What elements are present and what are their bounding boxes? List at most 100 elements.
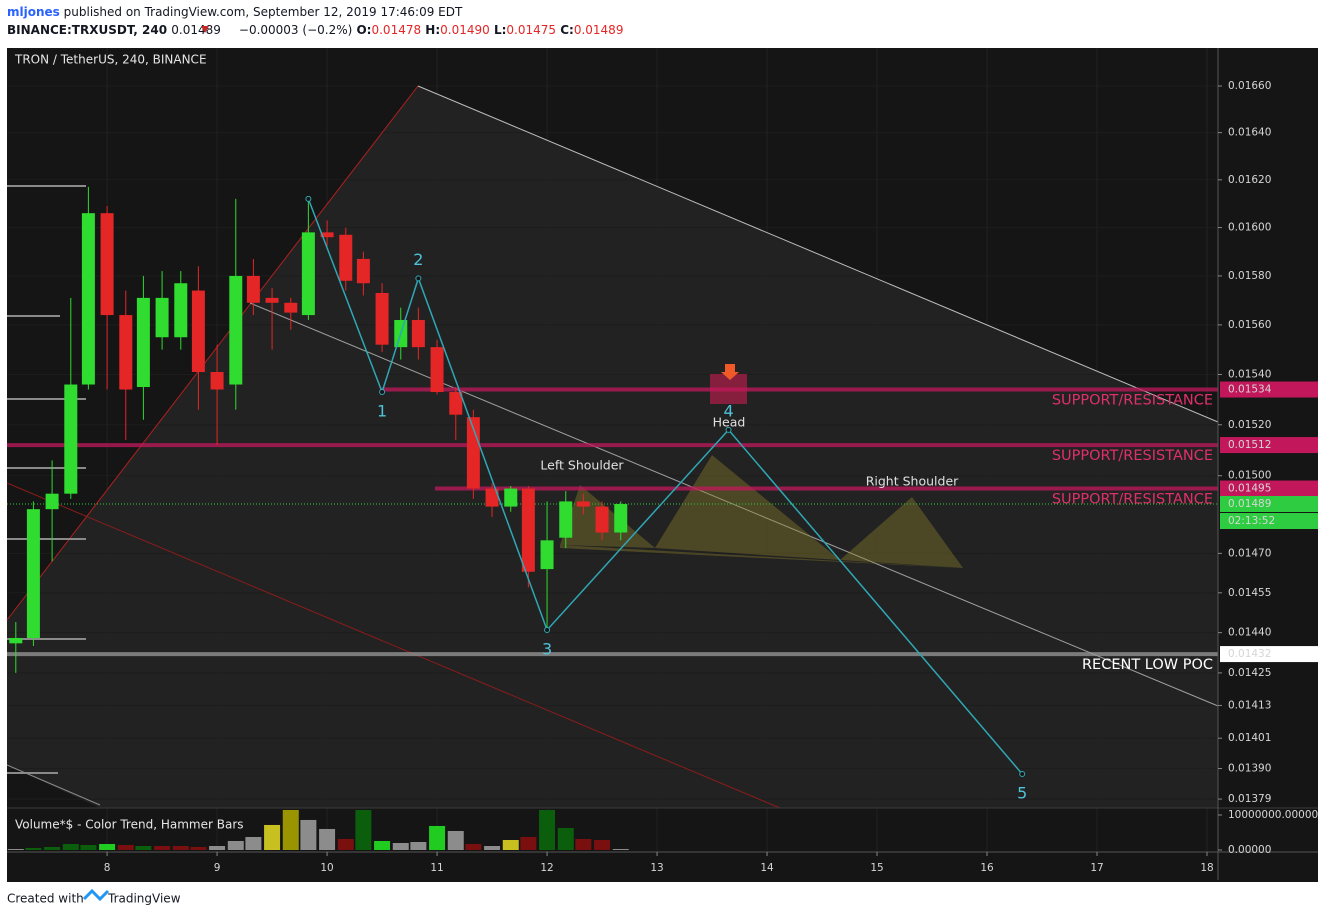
candle-body — [229, 275, 243, 385]
volume-bar — [282, 809, 299, 851]
level-axis-box — [1220, 646, 1318, 663]
marker-arrow — [721, 364, 739, 380]
candle-body — [81, 213, 95, 385]
change: −0.00003 (−0.2%) — [239, 23, 352, 37]
l-value: 0.01475 — [506, 23, 556, 37]
candle-body — [595, 506, 609, 533]
y-tick-label: 0.01600 — [1228, 222, 1271, 234]
volume-bar — [264, 824, 281, 851]
volume-tick-label: 10000000.00000 — [1228, 809, 1318, 821]
footer-text: Created with — [7, 892, 84, 906]
x-tick-label: 18 — [1200, 862, 1213, 874]
volume-bar — [300, 819, 317, 851]
footer-brand[interactable]: TradingView — [107, 892, 181, 906]
volume-bar — [612, 849, 629, 851]
wave-point — [379, 389, 386, 396]
volume-bar — [502, 839, 519, 851]
volume-bar — [99, 843, 116, 851]
x-tick-label: 16 — [980, 862, 994, 874]
trend-line — [6, 85, 419, 621]
candle-body — [375, 293, 389, 345]
c-label: C: — [560, 23, 574, 37]
level-axis-label: 0.01512 — [1228, 439, 1271, 451]
wave-point — [544, 626, 551, 633]
annotation: Head — [713, 415, 746, 430]
candle-body — [320, 232, 334, 238]
level-axis-label: 0.01534 — [1228, 384, 1272, 396]
volume-bar — [245, 836, 262, 851]
x-tick-label: 13 — [650, 862, 663, 874]
level-axis-label: 0.01432 — [1228, 648, 1271, 660]
header-line: mljones published on TradingView.com, Se… — [7, 5, 463, 19]
y-tick-label: 0.01390 — [1228, 763, 1271, 775]
candle-body — [430, 347, 444, 393]
x-tick-label: 15 — [870, 862, 883, 874]
x-tick-label: 9 — [214, 862, 221, 874]
volume-bar — [410, 841, 427, 851]
current-price-box — [1220, 495, 1318, 512]
level-axis-label: 0.01495 — [1228, 483, 1271, 495]
candle-body — [64, 384, 78, 494]
candle-body — [155, 297, 169, 338]
volume-bar — [135, 846, 152, 851]
x-tick-label: 12 — [540, 862, 553, 874]
trend-line — [6, 482, 781, 809]
candle-body — [411, 319, 425, 348]
y-tick-label: 0.01640 — [1228, 127, 1271, 139]
y-tick-label: 0.01620 — [1228, 174, 1271, 186]
countdown-label: 02:13:52 — [1228, 515, 1275, 527]
y-tick-label: 0.01401 — [1228, 732, 1271, 744]
trend-line — [417, 85, 1219, 423]
annotation: Right Shoulder — [866, 474, 959, 489]
x-tick-label: 8 — [104, 862, 111, 874]
y-tick-label: 0.01520 — [1228, 419, 1271, 431]
y-tick-label: 0.01500 — [1228, 470, 1271, 482]
y-tick-label: 0.01540 — [1228, 369, 1271, 381]
candle-body — [246, 275, 260, 303]
volume-bar — [465, 843, 482, 851]
candle-body — [9, 637, 23, 644]
wave-line — [307, 198, 1023, 775]
brand-logo — [82, 888, 110, 902]
volume-bar — [337, 838, 354, 851]
y-tick-label: 0.01379 — [1228, 793, 1271, 805]
volume-bar — [355, 809, 372, 851]
volume-bar — [520, 836, 537, 851]
volume-bar — [374, 840, 391, 851]
c-value: 0.01489 — [574, 23, 624, 37]
level-label: SUPPORT/RESISTANCE — [1052, 448, 1213, 464]
level-label: SUPPORT/RESISTANCE — [1052, 393, 1213, 409]
wave-point — [305, 195, 312, 202]
symbol: BINANCE:TRXUSDT, 240 — [7, 23, 167, 37]
volume-bar — [227, 840, 244, 851]
volume-bar — [392, 842, 409, 851]
author[interactable]: mljones — [7, 5, 60, 19]
volume-bar — [80, 844, 97, 851]
volume-bar — [25, 848, 42, 851]
y-tick-label: 0.01455 — [1228, 587, 1271, 599]
down-arrow-icon — [201, 26, 209, 33]
published: published on TradingView.com, September … — [64, 5, 463, 19]
volume-bar — [557, 827, 574, 851]
candle-body — [301, 232, 315, 316]
volume-bar — [484, 846, 501, 851]
volume-bar — [209, 846, 226, 851]
candle-body — [504, 488, 518, 507]
candle-body — [356, 258, 370, 284]
candle-body — [45, 493, 59, 510]
x-tick-label: 14 — [760, 862, 774, 874]
candle-body — [26, 509, 40, 638]
volume-title: Volume*$ - Color Trend, Hammer Bars — [15, 818, 244, 832]
wave-label: 1 — [377, 402, 387, 421]
candle-body — [174, 283, 188, 338]
volume-tick-label: 0.00000 — [1228, 844, 1271, 856]
wave-point — [1019, 771, 1026, 778]
candle-body — [614, 503, 628, 533]
y-tick-label: 0.01560 — [1228, 319, 1271, 331]
candle-body — [100, 213, 114, 316]
l-label: L: — [494, 23, 506, 37]
volume-bar — [594, 839, 611, 851]
candle-body — [339, 234, 353, 281]
